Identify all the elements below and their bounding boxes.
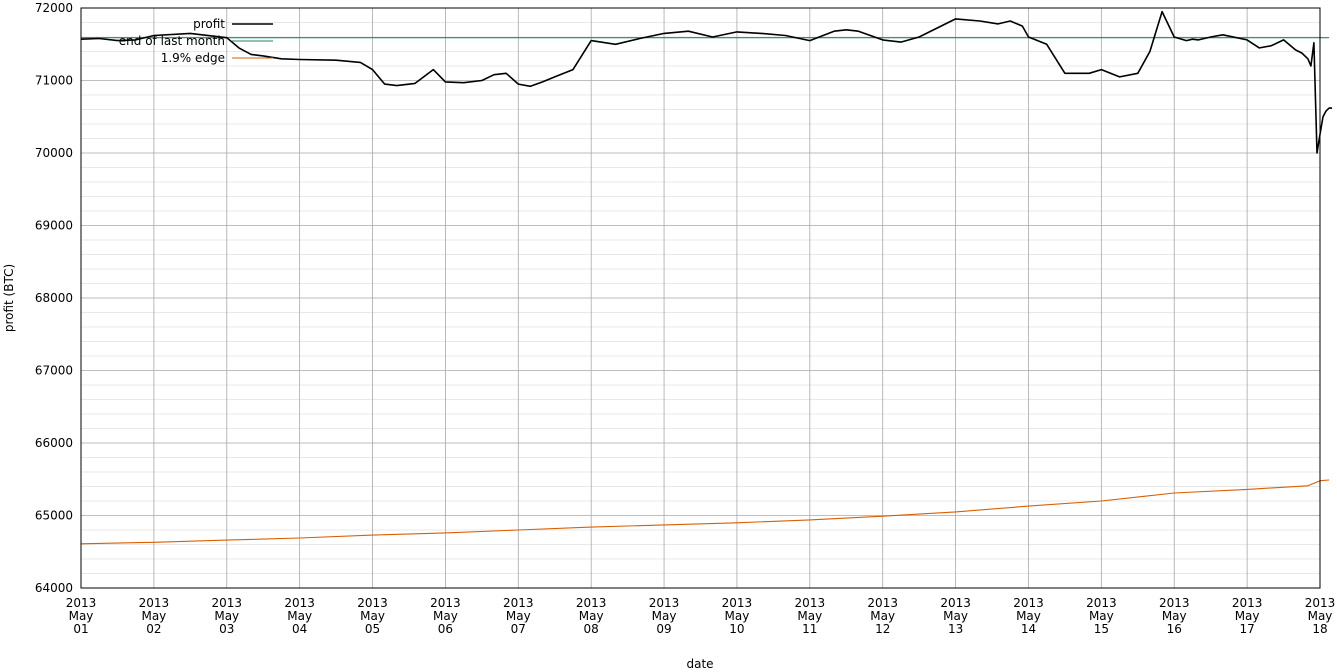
series-line-0 xyxy=(80,10,1333,154)
x-tick-label: 2013 xyxy=(940,596,971,610)
x-tick-label: 14 xyxy=(1021,622,1036,636)
x-tick-label: 2013 xyxy=(139,596,170,610)
x-tick-label: May xyxy=(214,609,239,623)
y-tick-label: 65000 xyxy=(35,509,73,523)
legend-label: 1.9% edge xyxy=(161,51,225,65)
x-tick-label: 07 xyxy=(511,622,526,636)
x-tick-label: May xyxy=(506,609,531,623)
x-tick-label: 2013 xyxy=(1305,596,1336,610)
legend-label: profit xyxy=(193,17,225,31)
x-tick-label: 2013 xyxy=(649,596,680,610)
series-layer xyxy=(80,10,1333,545)
y-tick-label: 66000 xyxy=(35,436,73,450)
y-axis-ticks: 64000 65000 66000 67000 68000 69000 70000 71000… xyxy=(35,1,73,595)
y-axis-label: profit (BTC) xyxy=(2,264,16,332)
y-tick-label: 68000 xyxy=(35,291,73,305)
x-tick-label: 17 xyxy=(1239,622,1254,636)
y-tick-label: 69000 xyxy=(35,219,73,233)
y-tick-label: 64000 xyxy=(35,581,73,595)
x-tick-label: 2013 xyxy=(1013,596,1044,610)
x-tick-label: 12 xyxy=(875,622,890,636)
x-tick-label: 06 xyxy=(438,622,453,636)
x-tick-label: 09 xyxy=(656,622,671,636)
x-tick-label: May xyxy=(1308,609,1333,623)
x-tick-label: 11 xyxy=(802,622,817,636)
plot-frame xyxy=(80,7,1321,589)
x-tick-label: May xyxy=(360,609,385,623)
x-tick-label: 2013 xyxy=(66,596,97,610)
x-tick-label: May xyxy=(1235,609,1260,623)
x-axis-ticks: 2013May012013May022013May032013May042013… xyxy=(66,596,1336,636)
x-tick-label: 05 xyxy=(365,622,380,636)
x-tick-label: 2013 xyxy=(430,596,461,610)
x-tick-label: 18 xyxy=(1312,622,1327,636)
x-tick-label: May xyxy=(433,609,458,623)
x-tick-label: May xyxy=(1089,609,1114,623)
x-tick-label: May xyxy=(287,609,312,623)
x-tick-label: 15 xyxy=(1094,622,1109,636)
x-tick-label: 2013 xyxy=(357,596,388,610)
x-tick-label: 2013 xyxy=(1086,596,1117,610)
y-tick-label: 70000 xyxy=(35,146,73,160)
x-tick-label: 2013 xyxy=(795,596,826,610)
x-tick-label: 02 xyxy=(146,622,161,636)
x-tick-label: 01 xyxy=(73,622,88,636)
x-tick-label: 16 xyxy=(1167,622,1182,636)
x-tick-label: 2013 xyxy=(722,596,753,610)
x-tick-label: May xyxy=(943,609,968,623)
x-tick-label: May xyxy=(870,609,895,623)
minor-grid xyxy=(81,22,1320,574)
x-tick-label: May xyxy=(141,609,166,623)
x-tick-label: 2013 xyxy=(284,596,315,610)
x-tick-label: 2013 xyxy=(503,596,534,610)
legend: profit end of last month 1.9% edge xyxy=(119,17,273,65)
x-tick-label: 04 xyxy=(292,622,307,636)
x-tick-label: 2013 xyxy=(1232,596,1263,610)
x-tick-label: May xyxy=(725,609,750,623)
x-axis-label: date xyxy=(686,657,713,671)
x-tick-label: May xyxy=(652,609,677,623)
x-tick-label: 2013 xyxy=(1159,596,1190,610)
series-line-2 xyxy=(80,479,1330,545)
x-tick-label: 08 xyxy=(584,622,599,636)
y-tick-label: 67000 xyxy=(35,364,73,378)
x-tick-label: May xyxy=(1016,609,1041,623)
legend-label: end of last month xyxy=(119,34,225,48)
x-tick-label: 2013 xyxy=(867,596,898,610)
x-tick-label: 03 xyxy=(219,622,234,636)
x-tick-label: May xyxy=(797,609,822,623)
x-tick-label: 13 xyxy=(948,622,963,636)
x-tick-label: 2013 xyxy=(211,596,242,610)
x-tick-label: May xyxy=(579,609,604,623)
x-tick-label: 10 xyxy=(729,622,744,636)
x-tick-label: May xyxy=(1162,609,1187,623)
y-tick-label: 72000 xyxy=(35,1,73,15)
x-tick-label: 2013 xyxy=(576,596,607,610)
y-tick-label: 71000 xyxy=(35,74,73,88)
x-tick-label: May xyxy=(69,609,94,623)
